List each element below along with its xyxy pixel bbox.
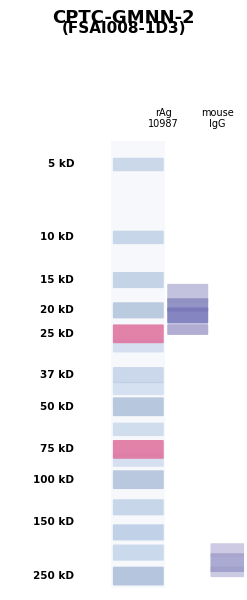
Text: 150 kD: 150 kD: [33, 517, 74, 527]
Text: 10 kD: 10 kD: [40, 232, 74, 242]
Text: mouse
IgG: mouse IgG: [201, 107, 234, 129]
FancyBboxPatch shape: [113, 440, 164, 459]
Text: 15 kD: 15 kD: [40, 275, 74, 285]
FancyBboxPatch shape: [113, 454, 164, 467]
FancyBboxPatch shape: [113, 325, 164, 343]
Text: CPTC-GMNN-2: CPTC-GMNN-2: [52, 9, 195, 27]
FancyBboxPatch shape: [210, 543, 244, 557]
FancyBboxPatch shape: [113, 397, 164, 416]
FancyBboxPatch shape: [113, 499, 164, 515]
FancyBboxPatch shape: [113, 231, 164, 244]
FancyBboxPatch shape: [113, 566, 164, 586]
Text: 250 kD: 250 kD: [33, 571, 74, 581]
FancyBboxPatch shape: [113, 367, 164, 383]
Text: rAg
10987: rAg 10987: [148, 107, 178, 129]
FancyBboxPatch shape: [113, 422, 164, 436]
FancyBboxPatch shape: [167, 298, 208, 311]
FancyBboxPatch shape: [210, 553, 244, 572]
FancyBboxPatch shape: [113, 470, 164, 489]
Text: (FSAI008-1D3): (FSAI008-1D3): [61, 21, 186, 36]
Text: 25 kD: 25 kD: [40, 329, 74, 339]
FancyBboxPatch shape: [113, 382, 164, 395]
Bar: [111, 141, 165, 588]
FancyBboxPatch shape: [113, 339, 164, 352]
FancyBboxPatch shape: [113, 524, 164, 541]
FancyBboxPatch shape: [167, 324, 208, 335]
FancyBboxPatch shape: [210, 566, 244, 577]
Text: 100 kD: 100 kD: [33, 475, 74, 485]
FancyBboxPatch shape: [113, 545, 164, 560]
FancyBboxPatch shape: [113, 302, 164, 319]
FancyBboxPatch shape: [113, 158, 164, 171]
FancyBboxPatch shape: [167, 284, 208, 302]
Text: 50 kD: 50 kD: [40, 402, 74, 412]
Text: 37 kD: 37 kD: [40, 370, 74, 380]
Text: 5 kD: 5 kD: [48, 160, 74, 169]
Text: 20 kD: 20 kD: [40, 305, 74, 316]
FancyBboxPatch shape: [167, 307, 208, 323]
FancyBboxPatch shape: [113, 272, 164, 288]
Text: 75 kD: 75 kD: [40, 445, 74, 454]
